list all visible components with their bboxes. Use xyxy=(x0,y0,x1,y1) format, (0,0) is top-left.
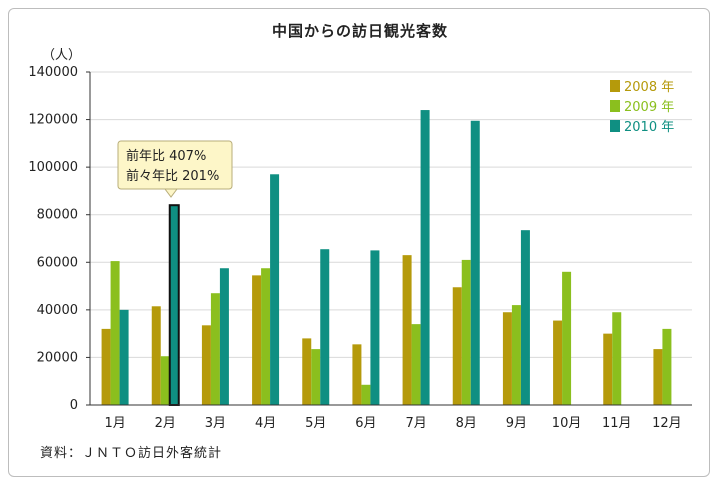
bar-2008-4 xyxy=(252,275,262,405)
bar-2009-5 xyxy=(311,349,321,405)
x-tick-label: 3月 xyxy=(205,416,226,431)
y-tick-label: 100000 xyxy=(28,160,78,175)
legend: 2008 年 2009 年 2010 年 xyxy=(610,80,674,135)
x-axis-ticks: 1月 2月 3月 4月 5月 6月 7月 8月 9月 10月 11月 12月 xyxy=(104,416,681,431)
x-tick-label: 8月 xyxy=(456,416,477,431)
bars-group xyxy=(101,110,672,406)
legend-swatch xyxy=(610,80,620,92)
y-tick-label: 20000 xyxy=(37,350,78,365)
x-tick-label: 5月 xyxy=(305,416,326,431)
bar-2009-4 xyxy=(261,268,271,405)
bar-2009-9 xyxy=(511,305,521,405)
bar-2010-6 xyxy=(370,250,380,405)
legend-swatch xyxy=(610,120,620,132)
x-tick-label: 4月 xyxy=(255,416,276,431)
x-tick-label: 12月 xyxy=(652,416,682,431)
y-tick-label: 0 xyxy=(70,398,78,413)
bar-2008-12 xyxy=(653,349,663,405)
legend-label: 2010 年 xyxy=(624,120,674,135)
y-axis-ticks: 0 20000 40000 60000 80000 100000 120000 140000 xyxy=(28,65,90,413)
x-tick-label: 11月 xyxy=(602,416,632,431)
bar-2008-2 xyxy=(151,306,161,405)
bar-2010-2 xyxy=(168,204,180,406)
legend-swatch xyxy=(610,100,620,112)
callout-line-2: 前々年比 201% xyxy=(126,168,219,184)
bar-2010-8 xyxy=(470,120,480,405)
callout-pointer xyxy=(164,188,178,198)
grid-lines xyxy=(90,71,692,358)
bar-2009-6 xyxy=(361,384,371,405)
bar-2008-1 xyxy=(101,328,111,405)
x-tick-label: 10月 xyxy=(552,416,582,431)
x-tick-label: 2月 xyxy=(155,416,176,431)
bar-2008-5 xyxy=(302,338,312,405)
bar-2010-3 xyxy=(219,268,229,405)
bar-2008-9 xyxy=(502,312,512,405)
y-tick-label: 80000 xyxy=(37,208,78,223)
y-tick-label: 60000 xyxy=(37,255,78,270)
x-tick-label: 6月 xyxy=(355,416,376,431)
bar-2008-10 xyxy=(553,320,563,405)
bar-2008-3 xyxy=(201,325,211,405)
source-note: 資料：ＪＮＴＯ訪日外客統計 xyxy=(40,446,223,461)
y-axis-unit-label: （人） xyxy=(42,48,82,63)
bar-2009-3 xyxy=(210,293,220,405)
bar-2010-5 xyxy=(320,249,330,405)
x-tick-label: 7月 xyxy=(405,416,426,431)
bar-2008-11 xyxy=(603,333,613,405)
y-tick-label: 40000 xyxy=(37,303,78,318)
bar-2009-10 xyxy=(562,271,572,405)
legend-label: 2008 年 xyxy=(624,80,674,95)
bar-2010-9 xyxy=(520,230,530,405)
bar-2009-1 xyxy=(110,261,120,405)
y-tick-label: 120000 xyxy=(28,113,78,128)
bar-2009-8 xyxy=(461,259,471,405)
callout-line-1: 前年比 407% xyxy=(126,148,206,164)
bar-2010-7 xyxy=(420,110,430,406)
bar-2009-11 xyxy=(612,312,622,405)
bar-2008-7 xyxy=(402,255,412,405)
bar-2010-4 xyxy=(270,174,280,405)
x-tick-label: 1月 xyxy=(104,416,125,431)
callout-annotation: 前年比 407% 前々年比 201% xyxy=(117,140,233,198)
bar-2008-8 xyxy=(452,287,462,405)
bar-2009-12 xyxy=(662,328,672,405)
y-tick-label: 140000 xyxy=(28,65,78,80)
legend-label: 2009 年 xyxy=(624,100,674,115)
bar-2010-1 xyxy=(119,309,129,405)
chart-title: 中国からの訪日観光客数 xyxy=(271,22,448,40)
bar-2009-7 xyxy=(411,324,421,405)
x-tick-label: 9月 xyxy=(506,416,527,431)
bar-2008-6 xyxy=(352,344,362,405)
bar-2009-2 xyxy=(160,356,170,405)
